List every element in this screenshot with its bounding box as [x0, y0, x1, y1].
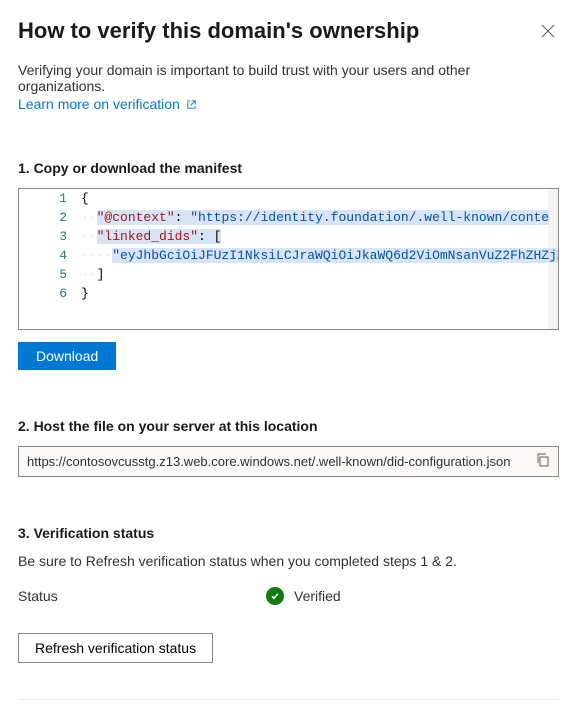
host-url-box: https://contosovcusstg.z13.web.core.wind…: [18, 446, 559, 477]
line-number: 4: [19, 246, 81, 265]
copy-icon[interactable]: [534, 451, 552, 472]
footer-divider: [18, 699, 559, 700]
line-number: 6: [19, 284, 81, 303]
status-value: Verified: [294, 588, 341, 604]
manifest-code-box[interactable]: 1 { 2 ··"@context":·"https://identity.fo…: [18, 188, 559, 330]
step3-title: 3. Verification status: [18, 525, 559, 541]
learn-more-link[interactable]: Learn more on verification: [18, 96, 197, 112]
line-number: 3: [19, 227, 81, 246]
learn-more-label: Learn more on verification: [18, 96, 180, 112]
code-token: [: [214, 229, 222, 244]
close-icon[interactable]: [537, 20, 559, 45]
refresh-status-button[interactable]: Refresh verification status: [18, 633, 213, 663]
line-number: 1: [19, 189, 81, 208]
step1-title: 1. Copy or download the manifest: [18, 160, 559, 176]
step2-title: 2. Host the file on your server at this …: [18, 418, 559, 434]
verified-check-icon: [266, 587, 284, 605]
external-link-icon: [186, 99, 197, 110]
code-token: ]: [97, 267, 105, 282]
page-title: How to verify this domain's ownership: [18, 18, 419, 44]
code-token: "linked_dids": [97, 229, 198, 244]
intro-text: Verifying your domain is important to bu…: [18, 62, 559, 94]
download-button[interactable]: Download: [18, 342, 116, 370]
code-token: }: [81, 286, 89, 301]
code-token: "eyJhbGciOiJFUzI1NksiLCJraWQiOiJkaWQ6d2V…: [112, 248, 558, 263]
status-label: Status: [18, 588, 266, 604]
code-token: "@context": [97, 210, 175, 225]
line-number: 2: [19, 208, 81, 227]
step3-subtitle: Be sure to Refresh verification status w…: [18, 553, 559, 569]
host-url-text: https://contosovcusstg.z13.web.core.wind…: [27, 454, 534, 469]
line-number: 5: [19, 265, 81, 284]
code-token: "https://identity.foundation/.well-known…: [190, 210, 549, 225]
code-token: {: [81, 191, 89, 206]
